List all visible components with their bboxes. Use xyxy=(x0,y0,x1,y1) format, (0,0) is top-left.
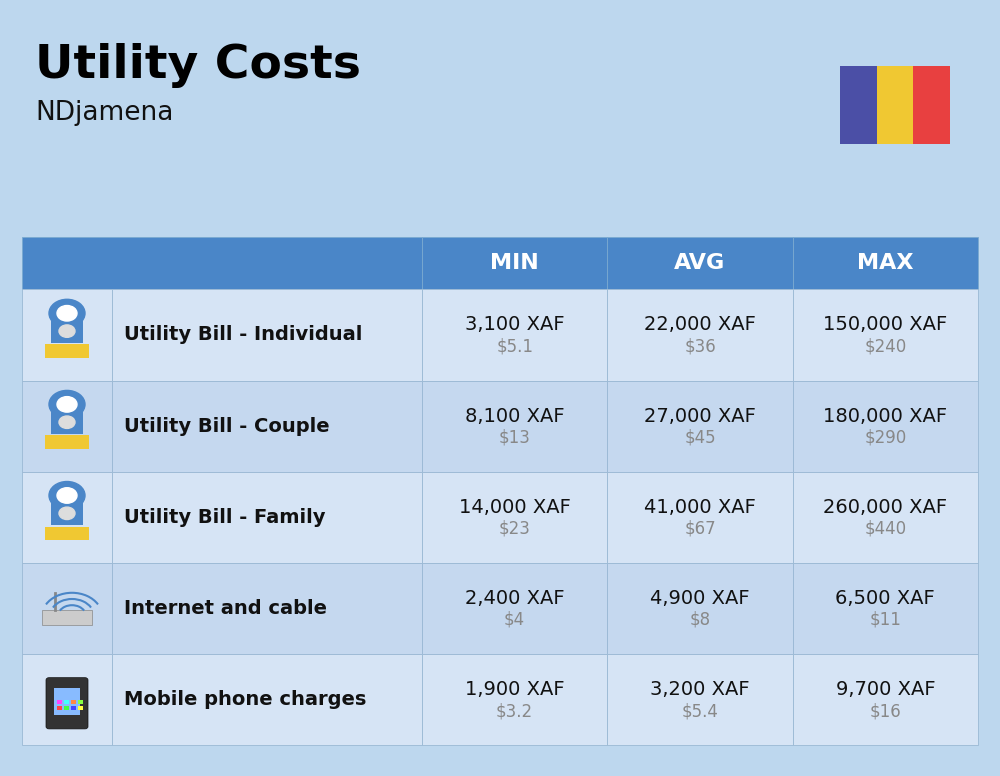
Bar xyxy=(78,706,83,710)
Bar xyxy=(22,289,112,380)
Bar xyxy=(607,472,793,563)
Bar xyxy=(51,321,83,343)
Bar xyxy=(71,706,76,710)
Bar xyxy=(422,289,607,380)
Text: $3.2: $3.2 xyxy=(496,702,533,720)
Bar xyxy=(422,380,607,472)
Bar xyxy=(793,289,978,380)
Text: MAX: MAX xyxy=(857,253,914,273)
Text: $5.4: $5.4 xyxy=(682,702,718,720)
Circle shape xyxy=(49,390,85,418)
Text: $16: $16 xyxy=(869,702,901,720)
Text: 8,100 XAF: 8,100 XAF xyxy=(465,407,564,425)
Circle shape xyxy=(57,306,77,321)
Bar xyxy=(22,380,112,472)
Bar xyxy=(22,472,112,563)
Bar xyxy=(51,504,83,525)
Text: 14,000 XAF: 14,000 XAF xyxy=(459,497,571,517)
Text: $5.1: $5.1 xyxy=(496,338,533,355)
Bar xyxy=(54,688,80,715)
Text: Utility Bill - Family: Utility Bill - Family xyxy=(124,508,326,527)
Bar xyxy=(840,66,877,144)
Text: Utility Bill - Individual: Utility Bill - Individual xyxy=(124,325,362,345)
Bar xyxy=(607,380,793,472)
Text: Internet and cable: Internet and cable xyxy=(124,599,327,618)
Bar xyxy=(45,435,89,449)
Text: $290: $290 xyxy=(864,429,906,447)
Circle shape xyxy=(57,397,77,412)
Bar xyxy=(112,289,422,380)
Bar xyxy=(422,563,607,654)
Text: 1,900 XAF: 1,900 XAF xyxy=(465,680,564,699)
Bar xyxy=(112,380,422,472)
Text: 3,100 XAF: 3,100 XAF xyxy=(465,315,564,334)
Bar xyxy=(22,654,112,745)
Text: 4,900 XAF: 4,900 XAF xyxy=(650,589,750,608)
Text: 180,000 XAF: 180,000 XAF xyxy=(823,407,947,425)
Text: Utility Bill - Couple: Utility Bill - Couple xyxy=(124,417,330,435)
Circle shape xyxy=(49,481,85,509)
Bar xyxy=(607,289,793,380)
FancyBboxPatch shape xyxy=(46,677,88,729)
Bar xyxy=(877,66,913,144)
Bar xyxy=(57,706,62,710)
Text: NDjamena: NDjamena xyxy=(35,99,173,126)
Bar xyxy=(607,237,793,289)
Text: $45: $45 xyxy=(684,429,716,447)
Bar xyxy=(793,237,978,289)
Bar xyxy=(64,700,69,704)
Bar xyxy=(51,412,83,434)
Bar xyxy=(793,654,978,745)
Text: 260,000 XAF: 260,000 XAF xyxy=(823,497,947,517)
Bar xyxy=(78,700,83,704)
Bar xyxy=(112,472,422,563)
Bar xyxy=(22,563,112,654)
Text: Mobile phone charges: Mobile phone charges xyxy=(124,690,366,709)
Bar xyxy=(112,563,422,654)
Bar xyxy=(422,237,607,289)
Bar xyxy=(793,472,978,563)
Text: 2,400 XAF: 2,400 XAF xyxy=(465,589,564,608)
Text: 9,700 XAF: 9,700 XAF xyxy=(836,680,935,699)
Circle shape xyxy=(59,325,75,338)
Bar xyxy=(57,700,62,704)
Text: MIN: MIN xyxy=(490,253,539,273)
Text: $36: $36 xyxy=(684,338,716,355)
Text: $13: $13 xyxy=(499,429,531,447)
Bar xyxy=(45,345,89,359)
Text: $23: $23 xyxy=(499,520,531,538)
Bar xyxy=(64,706,69,710)
Text: 150,000 XAF: 150,000 XAF xyxy=(823,315,947,334)
Circle shape xyxy=(57,487,77,503)
Text: 22,000 XAF: 22,000 XAF xyxy=(644,315,756,334)
Circle shape xyxy=(59,508,75,520)
Circle shape xyxy=(59,416,75,428)
Text: 27,000 XAF: 27,000 XAF xyxy=(644,407,756,425)
Text: $440: $440 xyxy=(864,520,906,538)
Text: 3,200 XAF: 3,200 XAF xyxy=(650,680,750,699)
Text: $8: $8 xyxy=(689,611,711,629)
Bar xyxy=(422,472,607,563)
Text: $11: $11 xyxy=(869,611,901,629)
Bar xyxy=(22,237,422,289)
Text: Utility Costs: Utility Costs xyxy=(35,43,361,88)
Bar xyxy=(422,654,607,745)
Text: 41,000 XAF: 41,000 XAF xyxy=(644,497,756,517)
Bar xyxy=(607,654,793,745)
Circle shape xyxy=(49,300,85,327)
Text: 6,500 XAF: 6,500 XAF xyxy=(835,589,935,608)
Bar xyxy=(45,526,89,540)
Text: $4: $4 xyxy=(504,611,525,629)
Bar xyxy=(42,610,92,625)
Bar xyxy=(913,66,950,144)
Bar xyxy=(607,563,793,654)
Bar xyxy=(112,654,422,745)
Text: AVG: AVG xyxy=(674,253,726,273)
Bar xyxy=(793,563,978,654)
Text: $240: $240 xyxy=(864,338,906,355)
Text: $67: $67 xyxy=(684,520,716,538)
Bar xyxy=(793,380,978,472)
Bar xyxy=(71,700,76,704)
